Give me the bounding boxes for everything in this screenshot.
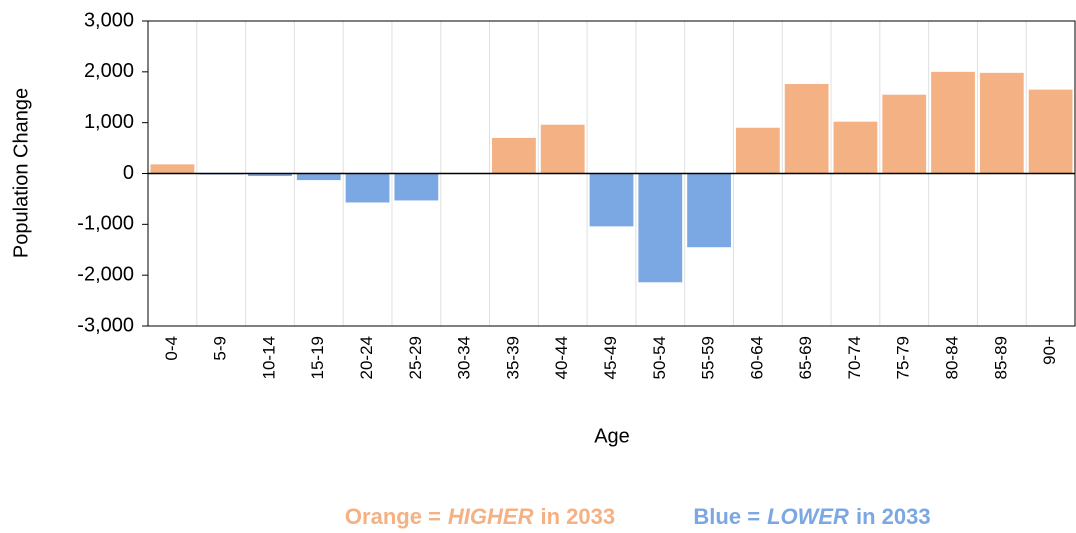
- x-tick-label: 90+: [1040, 336, 1059, 365]
- bar: [589, 173, 634, 227]
- y-axis-label: Population Change: [10, 88, 32, 258]
- y-tick-label: -1,000: [77, 213, 134, 235]
- bar: [150, 164, 195, 174]
- annotation-part: Blue =: [693, 504, 760, 529]
- y-tick-label: 3,000: [84, 9, 134, 31]
- y-tick-label: 0: [123, 162, 134, 184]
- bar: [345, 173, 390, 203]
- annotation-part: LOWER: [767, 504, 849, 529]
- x-tick-label: 0-4: [162, 336, 181, 361]
- y-tick-label: -2,000: [77, 263, 134, 285]
- bar: [1028, 89, 1073, 174]
- bar: [979, 72, 1024, 174]
- annotation: Orange = HIGHER in 2033: [345, 504, 615, 529]
- x-tick-label: 85-89: [991, 336, 1010, 379]
- bar: [833, 121, 878, 174]
- y-tick-label: 2,000: [84, 60, 134, 82]
- x-tick-label: 60-64: [747, 336, 766, 379]
- x-tick-label: 10-14: [259, 336, 278, 379]
- x-tick-label: 65-69: [796, 336, 815, 379]
- x-tick-label: 5-9: [211, 336, 230, 361]
- x-tick-label: 55-59: [699, 336, 718, 379]
- x-tick-label: 80-84: [943, 336, 962, 379]
- bar: [540, 124, 585, 174]
- x-axis-label: Age: [594, 425, 630, 447]
- x-tick-label: 20-24: [357, 336, 376, 379]
- x-tick-label: 35-39: [503, 336, 522, 379]
- bar: [687, 173, 731, 248]
- bar: [394, 173, 439, 201]
- x-tick-label: 15-19: [308, 336, 327, 379]
- bar: [784, 84, 829, 174]
- x-tick-label: 50-54: [650, 336, 669, 379]
- bar: [638, 173, 683, 283]
- bar: [882, 94, 927, 174]
- bar: [248, 173, 292, 177]
- x-tick-label: 70-74: [845, 336, 864, 379]
- bar: [735, 127, 780, 174]
- x-tick-label: 30-34: [455, 336, 474, 379]
- bar: [296, 173, 341, 181]
- annotation-part: HIGHER: [448, 504, 534, 529]
- x-tick-label: 40-44: [552, 336, 571, 379]
- annotation: Blue = LOWER in 2033: [693, 504, 930, 529]
- x-tick-label: 75-79: [894, 336, 913, 379]
- x-tick-label: 45-49: [601, 336, 620, 379]
- annotation-part: Orange =: [345, 504, 441, 529]
- y-tick-label: -3,000: [77, 314, 134, 336]
- x-tick-label: 25-29: [406, 336, 425, 379]
- bar: [492, 137, 536, 174]
- annotation-part: in 2033: [540, 504, 615, 529]
- annotation-part: in 2033: [856, 504, 931, 529]
- y-tick-label: 1,000: [84, 111, 134, 133]
- bar: [931, 71, 975, 174]
